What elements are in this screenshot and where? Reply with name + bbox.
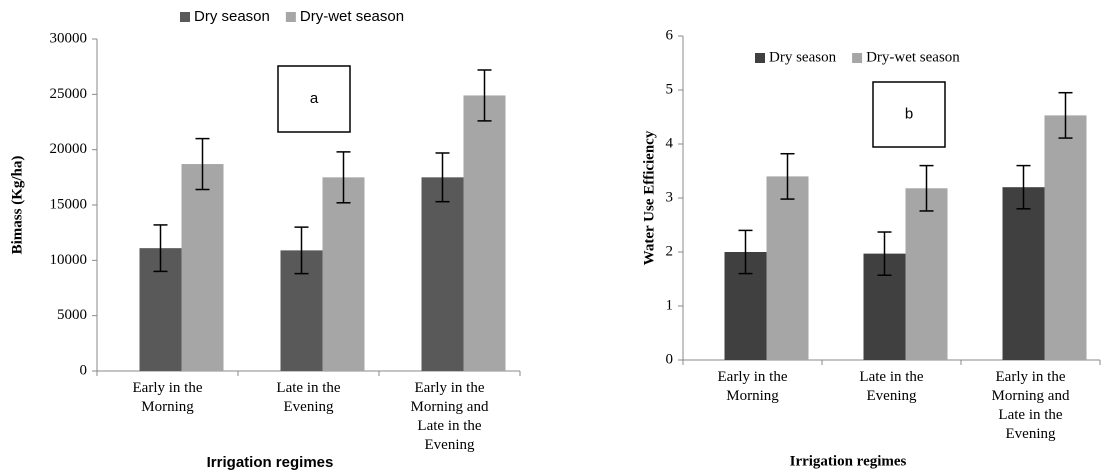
bar bbox=[181, 164, 224, 371]
error-bar bbox=[153, 224, 168, 273]
y-tick-label: 30000 bbox=[50, 30, 88, 46]
error-bar bbox=[919, 164, 934, 212]
x-tick-label: Late in the Evening bbox=[276, 380, 340, 415]
error-bar bbox=[1058, 91, 1073, 139]
annotation: b bbox=[905, 105, 913, 122]
legend-label: Dry season bbox=[769, 49, 837, 65]
legend-swatch bbox=[180, 12, 190, 22]
error-bar bbox=[738, 229, 753, 275]
y-axis-title: Water Use Efficiency bbox=[641, 130, 657, 265]
y-tick-label: 0 bbox=[80, 362, 88, 378]
bar bbox=[766, 176, 809, 360]
bar bbox=[322, 177, 365, 371]
annotation-box bbox=[872, 81, 946, 148]
y-tick-label: 3 bbox=[666, 189, 674, 205]
annotation: a bbox=[310, 90, 319, 107]
bar bbox=[1002, 187, 1045, 360]
bar bbox=[905, 188, 948, 360]
y-tick-label: 15000 bbox=[50, 196, 88, 212]
x-axis-title: Irrigation regimes bbox=[207, 454, 334, 471]
y-tick-label: 4 bbox=[666, 135, 674, 151]
y-tick-label: 0 bbox=[666, 351, 674, 367]
legend-label: Dry-wet season bbox=[866, 49, 960, 65]
legend-swatch bbox=[755, 53, 765, 63]
bar bbox=[1044, 115, 1087, 360]
error-bar bbox=[294, 226, 309, 275]
legend-swatch bbox=[285, 12, 296, 22]
error-bar bbox=[780, 152, 795, 200]
error-bar bbox=[1016, 164, 1031, 210]
y-tick-label: 2 bbox=[666, 243, 674, 259]
y-tick-label: 25000 bbox=[50, 86, 88, 102]
x-tick-label: Early in the Morning bbox=[718, 369, 788, 404]
x-tick-label: Early in the Morning bbox=[133, 380, 203, 415]
y-tick-label: 10000 bbox=[50, 252, 88, 268]
legend-label: Dry-wet season bbox=[300, 8, 404, 25]
y-tick-label: 6 bbox=[666, 27, 674, 43]
error-bar bbox=[477, 69, 492, 122]
y-tick-label: 1 bbox=[666, 297, 674, 313]
x-tick-label: Early in the Morning and Late in the Evenin… bbox=[992, 369, 1070, 442]
error-bar bbox=[336, 151, 351, 204]
y-tick-label: 5 bbox=[666, 81, 674, 97]
y-tick-label: 20000 bbox=[50, 141, 88, 157]
bar bbox=[463, 95, 506, 371]
y-axis-title: Bimass (Kg/ha) bbox=[9, 156, 25, 255]
error-bar bbox=[435, 152, 450, 203]
error-bar bbox=[195, 137, 210, 191]
error-bar bbox=[877, 231, 892, 276]
legend-label: Dry season bbox=[194, 8, 270, 25]
x-tick-label: Late in the Evening bbox=[859, 369, 923, 404]
annotation-box bbox=[277, 65, 351, 133]
x-axis-title: Irrigation regimes bbox=[790, 453, 907, 469]
legend-swatch bbox=[852, 53, 863, 63]
x-tick-label: Early in the Morning and Late in the Evenin… bbox=[411, 380, 489, 453]
bar bbox=[421, 177, 464, 371]
y-tick-label: 5000 bbox=[57, 307, 87, 323]
